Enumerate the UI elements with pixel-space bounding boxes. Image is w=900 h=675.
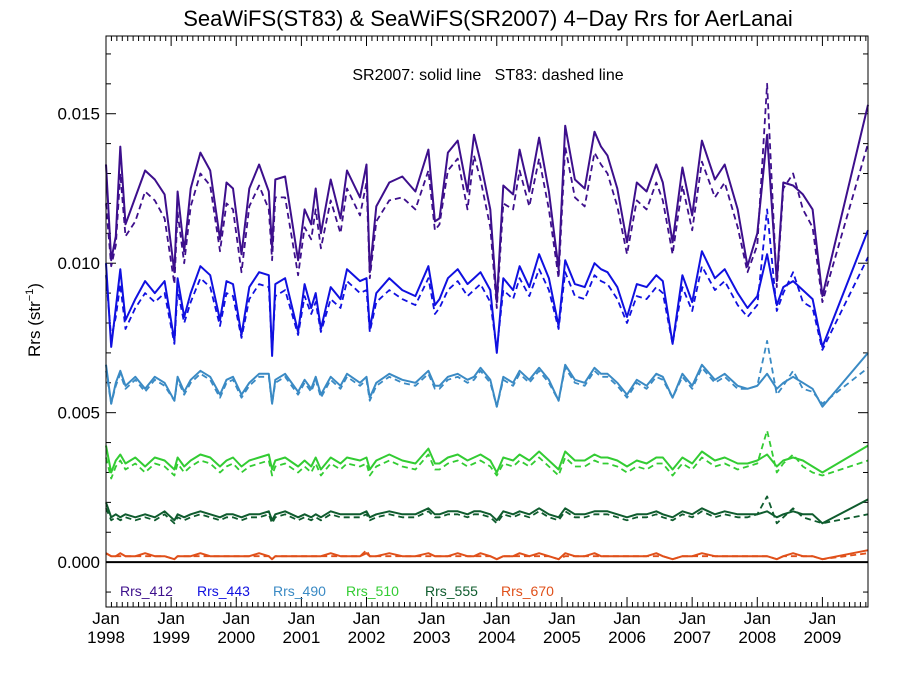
- x-tick-label-year: 2006: [608, 628, 646, 647]
- x-tick-label-year: 2007: [673, 628, 711, 647]
- legend-entry-rrs-555: Rrs_555: [425, 583, 478, 599]
- x-tick-label-month: Jan: [288, 609, 315, 628]
- x-tick-label-month: Jan: [157, 609, 184, 628]
- plot-frame: [105, 35, 869, 608]
- y-tick-label: 0.015: [57, 105, 100, 124]
- legend-entry-rrs-670: Rrs_670: [501, 583, 554, 599]
- series-rrs-490-sr2007-solid: [105, 352, 869, 408]
- x-tick-label-month: Jan: [223, 609, 250, 628]
- x-tick-label-month: Jan: [92, 609, 119, 628]
- y-axis-label-close: ): [25, 283, 44, 289]
- line-style-annotation: SR2007: solid line ST83: dashed line: [352, 67, 623, 84]
- series-rrs-510-sr2007-solid: [105, 444, 869, 474]
- x-tick-label-month: Jan: [418, 609, 445, 628]
- x-tick-label-month: Jan: [483, 609, 510, 628]
- y-axis-label: Rrs (str−1): [24, 283, 44, 357]
- x-tick-label-month: Jan: [809, 609, 836, 628]
- series-rrs-670-sr2007-solid: [105, 549, 869, 561]
- x-tick-label-year: 2009: [803, 628, 841, 647]
- series-rrs-555-sr2007-solid: [105, 498, 869, 525]
- x-tick-label-year: 2004: [478, 628, 516, 647]
- y-axis-label-main: Rrs (str: [25, 301, 44, 357]
- x-tick-label-year: 1998: [87, 628, 125, 647]
- x-tick-label-month: Jan: [744, 609, 771, 628]
- x-tick-label-year: 2002: [348, 628, 386, 647]
- chart-title: SeaWiFS(ST83) & SeaWiFS(SR2007) 4−Day Rr…: [183, 6, 793, 31]
- legend-entry-rrs-490: Rrs_490: [273, 583, 326, 599]
- series-rrs-412-sr2007-solid: [105, 104, 869, 304]
- y-axis-label-superscript: −1: [24, 289, 36, 302]
- x-tick-label-year: 2003: [413, 628, 451, 647]
- series-rrs-490-st83-dashed: [105, 339, 869, 408]
- y-tick-label: 0.005: [57, 404, 100, 423]
- legend-entry-rrs-412: Rrs_412: [120, 583, 173, 599]
- legend-entry-rrs-443: Rrs_443: [197, 583, 250, 599]
- y-tick-label: 0.000: [57, 553, 100, 572]
- x-tick-label-year: 2005: [543, 628, 581, 647]
- x-tick-label-year: 1999: [152, 628, 190, 647]
- series-rrs-555-st83-dashed: [105, 495, 869, 525]
- x-tick-label-month: Jan: [678, 609, 705, 628]
- x-tick-label-year: 2001: [282, 628, 320, 647]
- series-rrs-443-sr2007-solid: [105, 229, 869, 357]
- x-tick-label-month: Jan: [613, 609, 640, 628]
- y-tick-label: 0.010: [57, 254, 100, 273]
- series-rrs-412-st83-dashed: [105, 82, 869, 309]
- x-tick-label-month: Jan: [353, 609, 380, 628]
- x-tick-label-month: Jan: [548, 609, 575, 628]
- x-tick-label-year: 2008: [738, 628, 776, 647]
- legend-entry-rrs-510: Rrs_510: [346, 583, 399, 599]
- plot-area: 0.0000.0050.0100.015Jan1998Jan1999Jan200…: [57, 36, 869, 647]
- series-rrs-510-st83-dashed: [105, 429, 869, 480]
- x-tick-label-year: 2000: [217, 628, 255, 647]
